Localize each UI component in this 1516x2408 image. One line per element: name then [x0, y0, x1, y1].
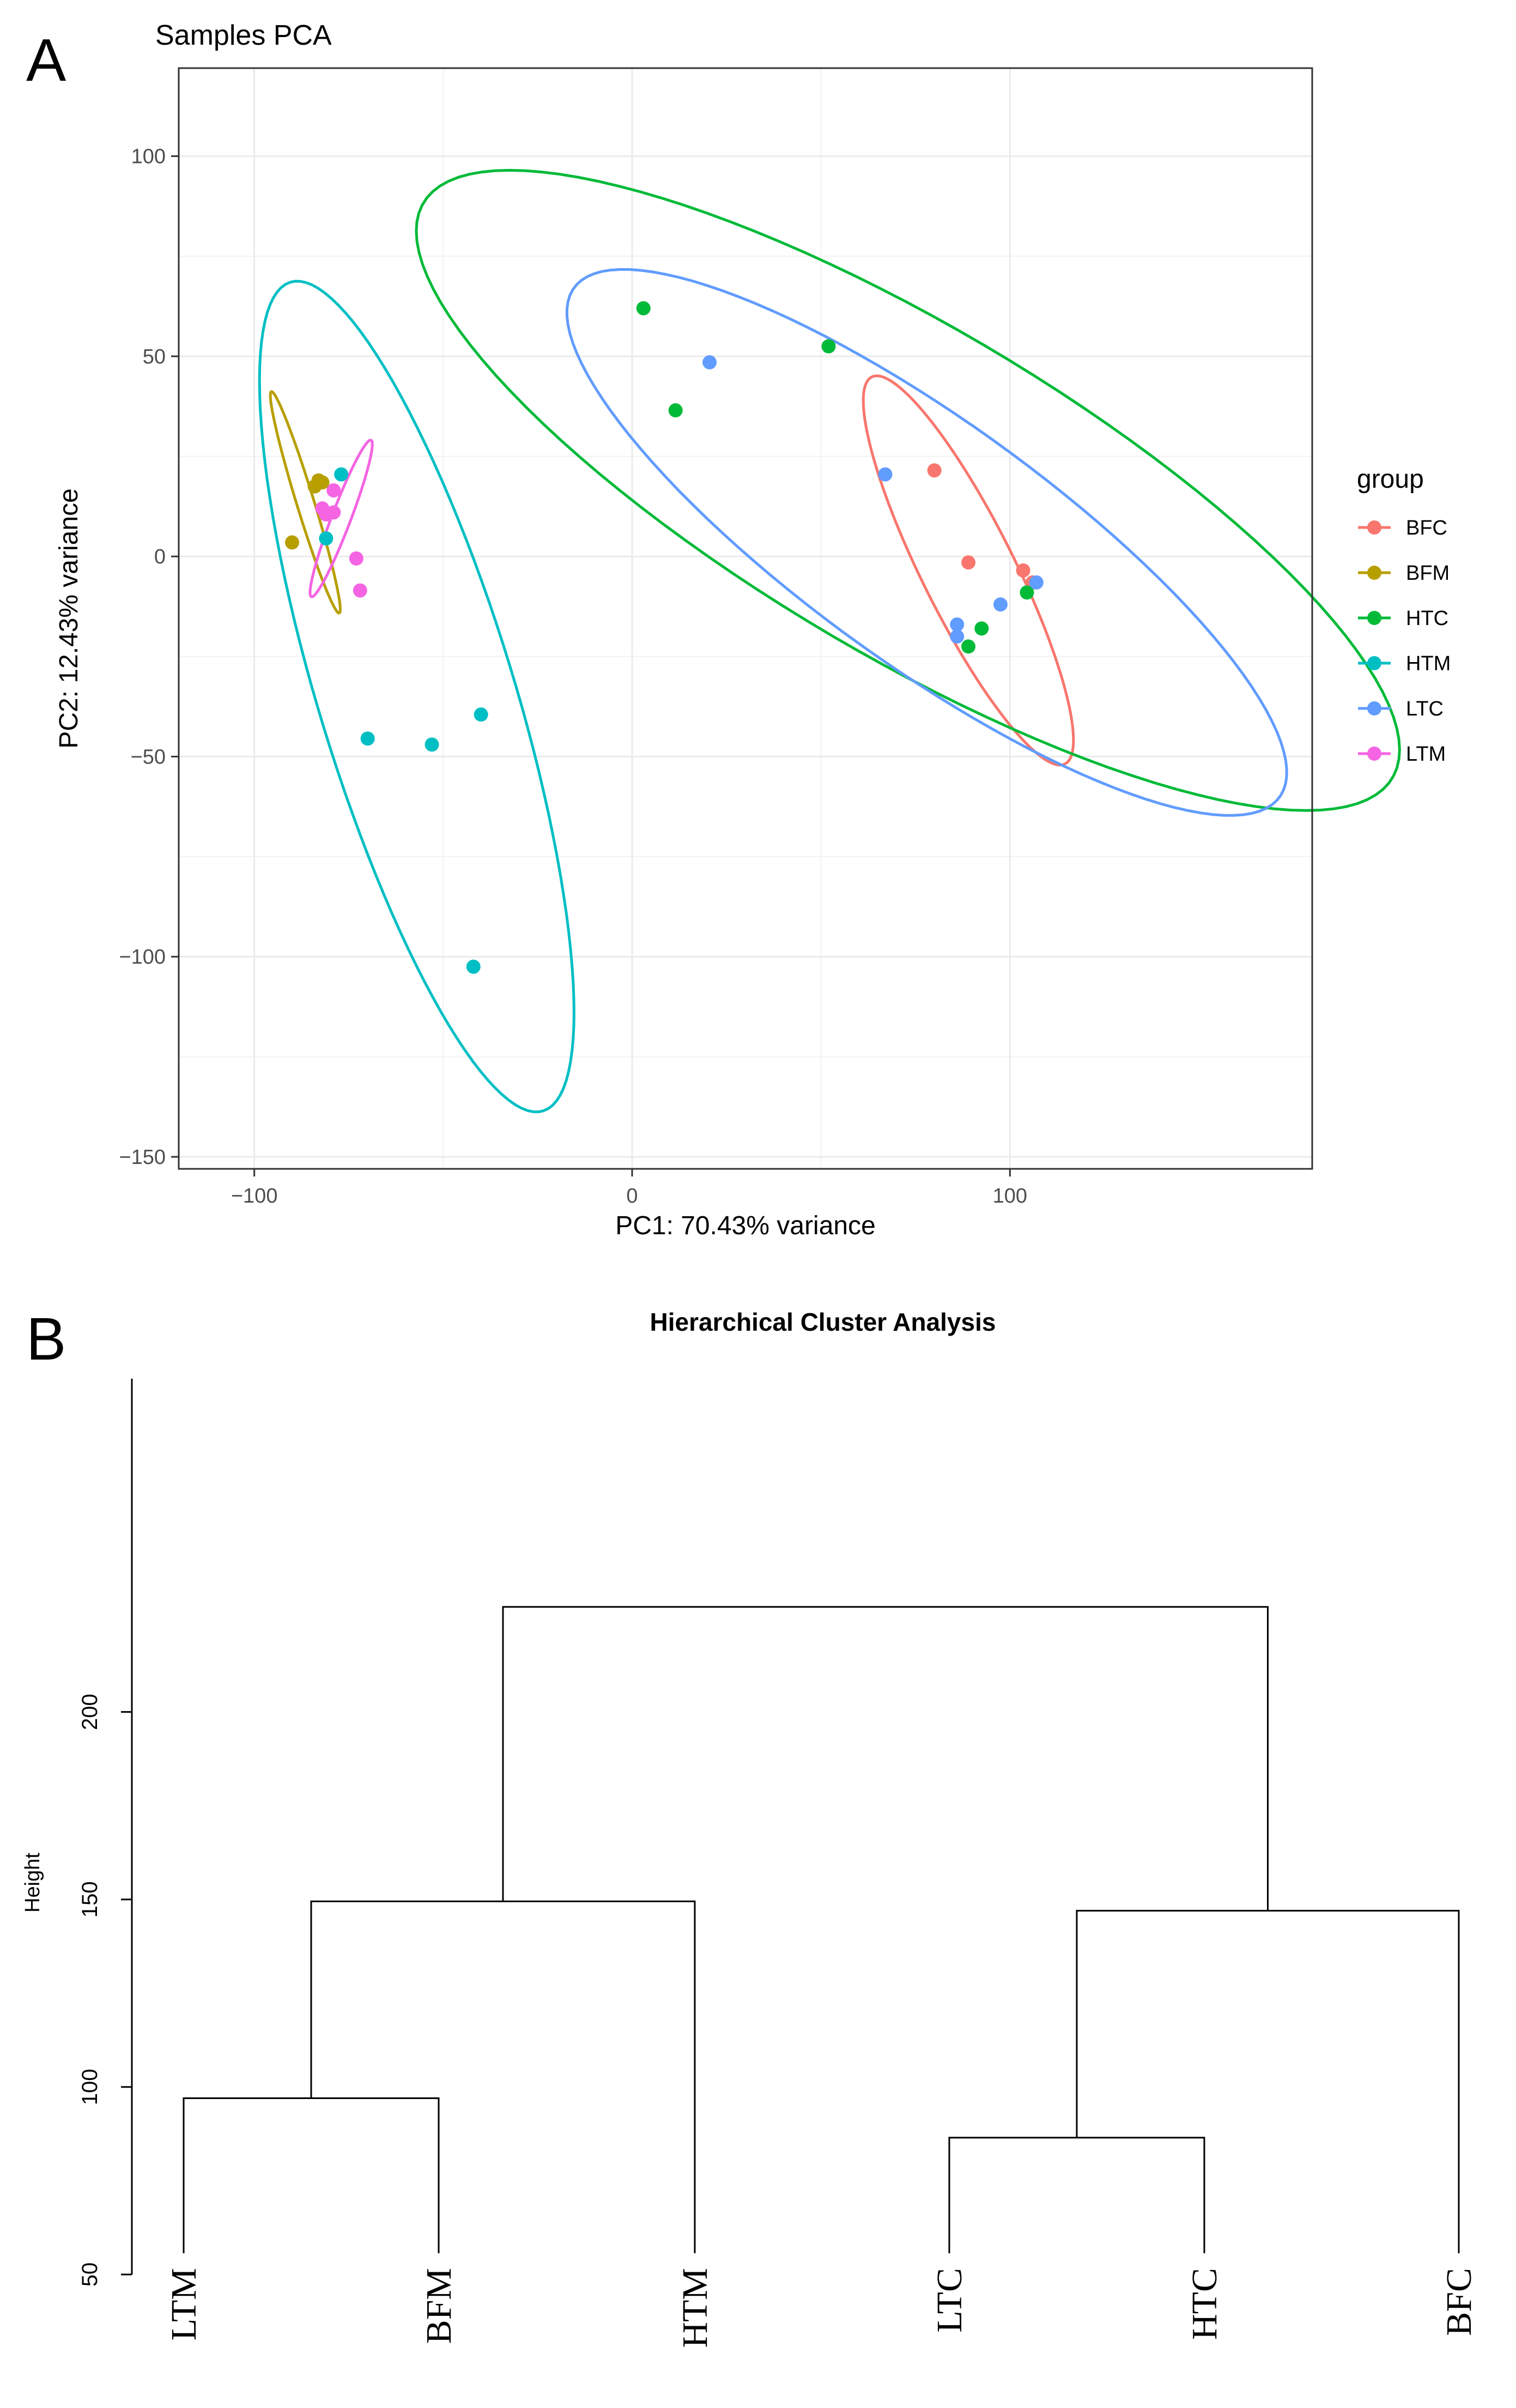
dendrogram-link	[948, 2137, 1205, 2253]
point-htm	[360, 731, 375, 746]
point-htm	[425, 737, 439, 752]
ellipse-ltm	[308, 438, 374, 598]
point-ltm	[353, 583, 367, 598]
legend-label-bfc: BFC	[1406, 517, 1447, 539]
leaf-label-ltm: LTM	[164, 2268, 204, 2340]
leaf-label-htm: HTM	[675, 2268, 715, 2348]
ellipse-ltc	[566, 268, 1288, 817]
legend-key-dot-ltc	[1367, 701, 1381, 715]
pca-ellipses	[258, 168, 1401, 1113]
pca-x-tick-label: −100	[231, 1185, 278, 1208]
pca-x-tick-label: 0	[626, 1185, 638, 1208]
pca-y-tick-label: 0	[154, 545, 166, 568]
hc-y-tick-label: 150	[78, 1881, 102, 1918]
hc-y-tick-label: 100	[78, 2069, 102, 2106]
pca-y-axis-title: PC2: 12.43% variance	[54, 488, 83, 749]
legend-key-dot-htc	[1367, 611, 1381, 625]
pca-y-tick-label: 50	[143, 345, 166, 368]
point-ltm	[326, 483, 341, 498]
pca-points	[285, 301, 1044, 974]
pca-x-tick-label: 100	[993, 1185, 1027, 1208]
dendrogram-link	[1076, 1909, 1460, 2253]
legend-key-dot-ltm	[1367, 747, 1381, 761]
dendrogram-panel: 50 100 150 200 Height LTM BFM HTM LTC HTC BFC	[21, 1379, 1479, 2348]
point-bfm	[315, 475, 330, 490]
hc-y-axis-title: Height	[21, 1853, 44, 1913]
pca-y-tick-label: −50	[131, 745, 166, 768]
point-bfc	[927, 463, 942, 478]
point-ltc	[1029, 575, 1044, 590]
pca-x-axis: −100 0 100	[231, 1169, 1027, 1208]
pca-panel: −100 0 100 −150 −100 −50 0 50 100 PC1: 70.43% v…	[54, 67, 1401, 1240]
legend-label-bfm: BFM	[1406, 562, 1450, 585]
ellipse-htm	[258, 280, 575, 1113]
point-htc	[961, 639, 976, 654]
legend-label-ltm: LTM	[1406, 743, 1446, 766]
point-ltc	[950, 629, 965, 644]
leaf-label-bfm: BFM	[419, 2268, 459, 2344]
pca-x-axis-title: PC1: 70.43% variance	[615, 1211, 876, 1240]
point-ltm	[315, 501, 330, 515]
panel-a-letter: A	[26, 27, 66, 94]
ellipse-htc	[415, 168, 1401, 812]
pca-grid	[179, 68, 1312, 1169]
point-bfm	[285, 535, 299, 550]
dendrogram-leaf-labels: LTM BFM HTM LTC HTC BFC	[164, 2268, 1479, 2348]
point-htm	[474, 707, 488, 722]
dendrogram-link	[310, 1900, 696, 2253]
leaf-label-ltc: LTC	[930, 2268, 969, 2333]
pca-y-tick-label: −150	[119, 1146, 166, 1169]
ellipse-bfc	[862, 374, 1075, 767]
legend-key-dot-htm	[1367, 656, 1381, 670]
hc-title: Hierarchical Cluster Analysis	[650, 1308, 996, 1336]
legend-key-dot-bfm	[1367, 566, 1381, 580]
point-htm	[319, 531, 333, 546]
point-htc	[1020, 585, 1034, 600]
dendrogram-link	[183, 2097, 440, 2253]
dendrogram-tree	[183, 1606, 1460, 2253]
leaf-label-htc: HTC	[1185, 2268, 1224, 2340]
legend-label-htc: HTC	[1406, 607, 1448, 630]
point-htm	[334, 467, 349, 482]
point-htm	[466, 960, 481, 974]
point-htc	[974, 621, 989, 636]
panel-b-letter: B	[26, 1306, 66, 1373]
hc-y-tick-label: 200	[78, 1694, 102, 1730]
legend-label-htm: HTM	[1406, 652, 1451, 675]
point-htc	[668, 403, 683, 418]
point-bfc	[1016, 563, 1030, 578]
dendrogram-link	[502, 1606, 1269, 1911]
point-ltc	[878, 467, 893, 482]
pca-plot-border	[178, 67, 1313, 1170]
point-bfc	[961, 555, 976, 570]
ellipse-bfm	[269, 390, 342, 615]
point-ltc	[950, 617, 965, 632]
pca-y-tick-label: 100	[131, 145, 166, 168]
point-ltc	[702, 355, 717, 369]
point-ltc	[993, 597, 1008, 612]
pca-title: Samples PCA	[155, 20, 332, 51]
pca-y-tick-label: −100	[119, 946, 166, 969]
leaf-label-bfc: BFC	[1439, 2268, 1479, 2336]
pca-legend: group BFC BFM HTC HTM LTC LTM	[1357, 465, 1451, 766]
point-ltm	[349, 551, 363, 566]
pca-y-axis: −150 −100 −50 0 50 100	[119, 145, 179, 1169]
point-htc	[636, 301, 651, 316]
hc-y-tick-label: 50	[78, 2263, 102, 2287]
legend-label-ltc: LTC	[1406, 697, 1444, 720]
pca-plot-background	[179, 68, 1312, 1169]
legend-key-dot-bfc	[1367, 520, 1381, 535]
point-htc	[821, 339, 836, 354]
legend-title: group	[1357, 465, 1424, 494]
hc-y-axis: 50 100 150 200	[78, 1379, 133, 2287]
